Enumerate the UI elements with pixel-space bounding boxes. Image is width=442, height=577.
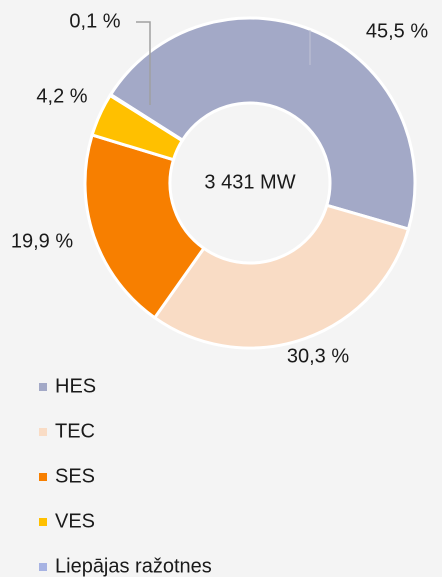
legend-label: SES <box>55 465 95 487</box>
legend-label: Liepājas ražotnes <box>55 555 212 577</box>
donut-slice <box>83 133 206 320</box>
data-label: 0,1 % <box>69 10 120 32</box>
legend-label: HES <box>55 375 96 397</box>
legend-swatch <box>39 563 47 571</box>
center-label: 3 431 MW <box>204 171 295 193</box>
legend-swatch <box>39 383 47 391</box>
donut-slice <box>108 92 185 143</box>
donut-slice <box>152 203 411 350</box>
data-label: 19,9 % <box>11 230 73 252</box>
legend-swatch <box>39 473 47 481</box>
data-label: 4,2 % <box>36 85 87 107</box>
leader-line <box>136 21 151 105</box>
legend-label: VES <box>55 510 95 532</box>
data-label: 30,3 % <box>287 345 349 367</box>
legend-label: TEC <box>55 420 95 442</box>
data-label: 45,5 % <box>366 20 428 42</box>
legend-swatch <box>39 428 47 436</box>
donut-slice <box>108 16 417 231</box>
legend-swatch <box>39 518 47 526</box>
